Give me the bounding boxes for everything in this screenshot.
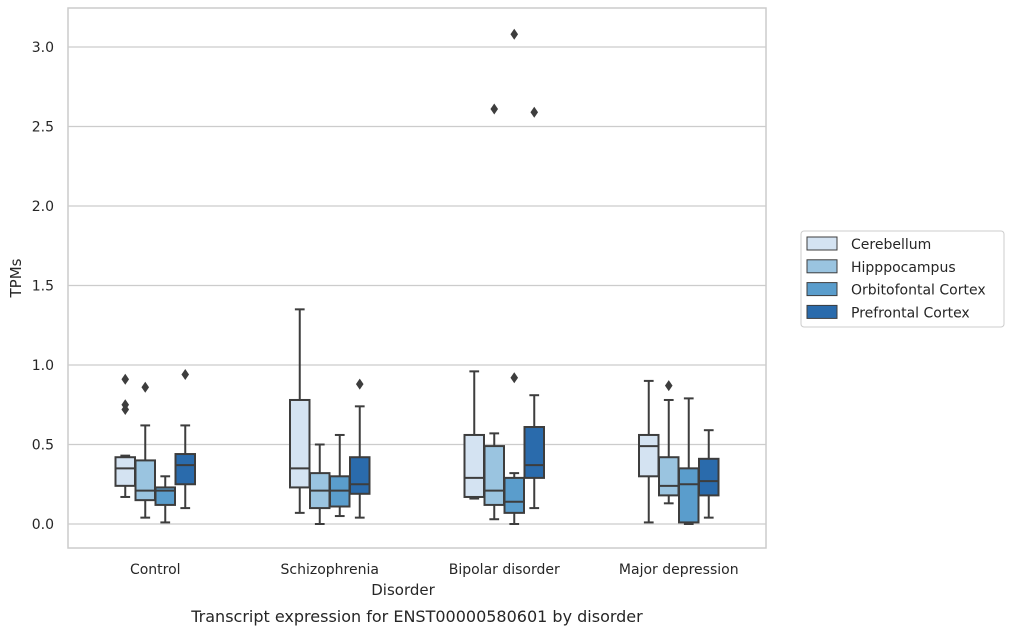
y-axis-label: TPMs: [7, 258, 25, 298]
box-iqr: [523, 426, 545, 479]
box-iqr: [349, 456, 371, 495]
box: [503, 28, 525, 525]
box-iqr: [463, 433, 485, 498]
y-tick-label: 3.0: [32, 40, 54, 56]
box: [154, 475, 176, 524]
series-hipppocampus: [134, 103, 680, 525]
outlier-point: [510, 28, 519, 40]
box-iqr: [658, 456, 680, 497]
box: [678, 397, 700, 525]
box: [483, 103, 505, 521]
box-iqr: [483, 445, 505, 506]
legend-label: Cerebellum: [851, 237, 931, 253]
outlier-point: [121, 404, 130, 416]
plot-frame: [67, 7, 767, 549]
y-tick-label: 0.0: [32, 517, 54, 533]
box-iqr: [114, 456, 136, 487]
box: [174, 369, 196, 510]
box: [463, 370, 485, 500]
box: [698, 429, 720, 519]
box-iqr: [678, 467, 700, 524]
x-tick-label: Control: [130, 562, 181, 578]
y-tick-label: 1.0: [32, 358, 54, 374]
box: [349, 378, 371, 519]
outlier-point: [490, 103, 499, 115]
x-tick-label: Bipolar disorder: [449, 562, 560, 578]
box-iqr: [174, 453, 196, 486]
box: [523, 106, 545, 510]
box-series: [114, 28, 720, 525]
y-tick-label: 2.0: [32, 199, 54, 215]
box: [114, 373, 136, 498]
series-orbitofontal-cortex: [154, 28, 700, 525]
box: [638, 379, 660, 524]
x-tick-label: Major depression: [619, 562, 739, 578]
y-tick-labels: 0.0 0.5 1.0 1.5 2.0 2.5 3.0: [32, 40, 54, 533]
series-prefrontal-cortex: [174, 106, 720, 519]
box: [134, 381, 156, 519]
box-iqr: [503, 476, 525, 514]
chart-caption: Transcript expression for ENST0000058060…: [190, 607, 643, 626]
gridlines: [68, 46, 766, 525]
legend-swatch: [806, 236, 838, 251]
legend: Cerebellum Hipppocampus Orbitofontal Corte…: [800, 230, 1005, 328]
outlier-point: [181, 369, 190, 381]
box: [309, 443, 331, 525]
legend-label: Hipppocampus: [851, 260, 956, 276]
x-tick-label: Schizophrenia: [281, 562, 379, 578]
outlier-point: [664, 380, 673, 392]
box: [658, 380, 680, 505]
outlier-point: [141, 381, 150, 393]
box-iqr: [638, 433, 660, 478]
box-iqr: [698, 457, 720, 497]
legend-frame: [800, 230, 1005, 328]
y-tick-label: 1.5: [32, 279, 54, 295]
box: [329, 433, 351, 518]
x-axis-label: Disorder: [371, 581, 435, 599]
legend-swatch: [806, 259, 838, 274]
box-iqr: [289, 398, 311, 489]
x-tick-labels: Control Schizophrenia Bipolar disorder Majo…: [130, 562, 739, 578]
box: [289, 308, 311, 514]
y-tick-label: 2.5: [32, 120, 54, 136]
box-iqr: [134, 459, 156, 502]
legend-label: Orbitofontal Cortex: [851, 283, 986, 299]
series-cerebellum: [114, 308, 660, 524]
outlier-point: [355, 378, 364, 390]
legend-entries: Cerebellum Hipppocampus Orbitofontal Corte…: [806, 236, 986, 321]
legend-label: Prefrontal Cortex: [851, 305, 970, 321]
outlier-point: [530, 106, 539, 118]
legend-swatch: [806, 304, 838, 319]
y-tick-label: 0.5: [32, 438, 54, 454]
outlier-point: [121, 373, 130, 385]
outlier-point: [510, 372, 519, 384]
box-iqr: [154, 486, 176, 506]
legend-swatch: [806, 282, 838, 297]
